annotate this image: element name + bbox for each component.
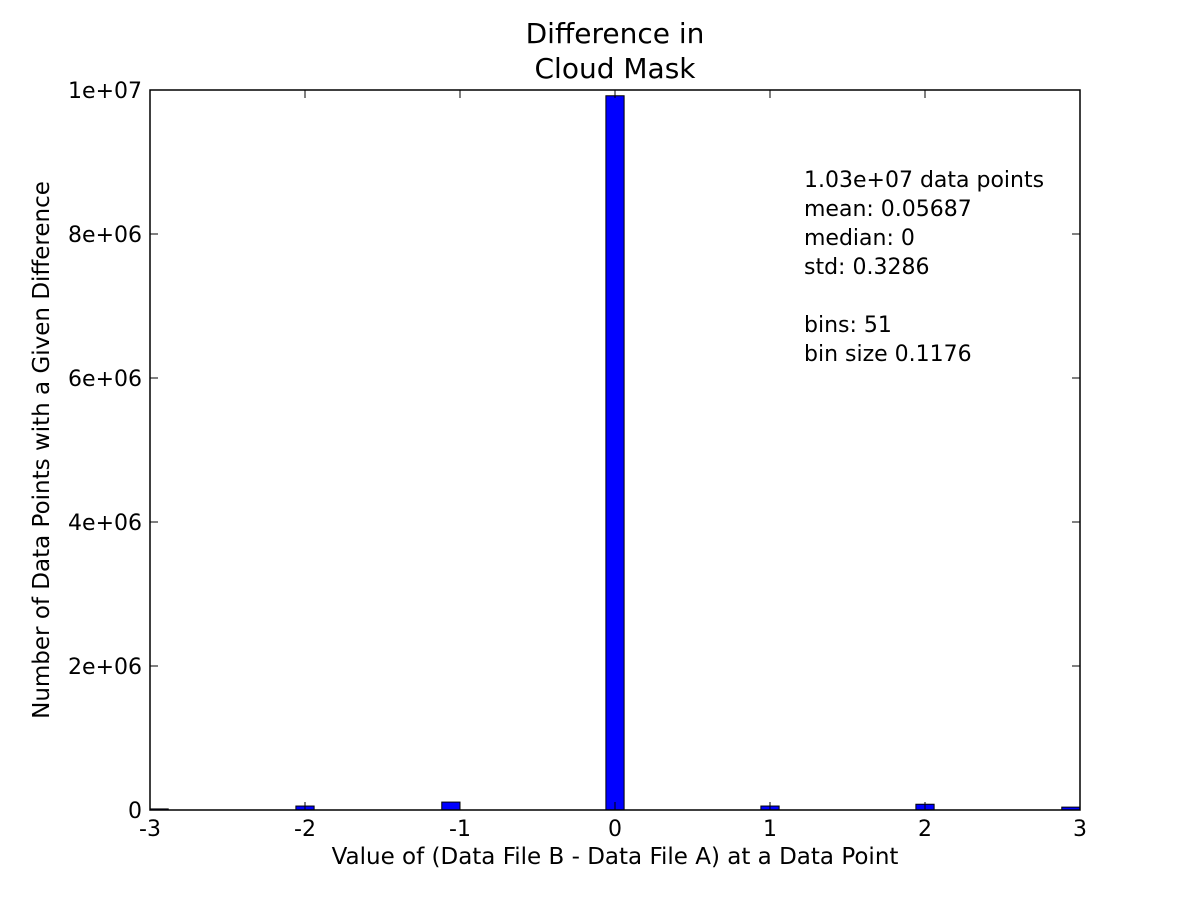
y-tick-label: 2e+06: [68, 655, 142, 680]
y-tick-label: 0: [128, 799, 142, 824]
axes-frame: [149, 89, 1081, 811]
stats-annotation-line: bin size 0.1176: [804, 342, 972, 367]
stats-annotation-line: mean: 0.05687: [804, 197, 972, 222]
stats-annotation-line: 1.03e+07 data points: [804, 168, 1044, 193]
x-tick-label: -1: [449, 817, 471, 842]
x-tick-label: -3: [139, 817, 161, 842]
chart-title-line: Cloud Mask: [535, 52, 697, 85]
stats-annotation-line: std: 0.3286: [804, 255, 929, 280]
y-tick-label: 4e+06: [68, 511, 142, 536]
stats-annotation: 1.03e+07 data points mean: 0.05687 median:…: [804, 168, 1044, 367]
y-axis-label: Number of Data Points with a Given Diffe…: [29, 181, 55, 719]
x-tick-label: 3: [1073, 817, 1087, 842]
histogram-bar: [441, 801, 461, 811]
x-tick-label: 2: [918, 817, 932, 842]
chart-title-line: Difference in: [526, 17, 705, 50]
stats-annotation-line: median: 0: [804, 226, 915, 251]
x-axis-label: Value of (Data File B - Data File A) at …: [332, 844, 899, 870]
stats-annotation-line: bins: 51: [804, 313, 892, 338]
y-tick-labels: 0 2e+06 4e+06 6e+06 8e+06 1e+07: [68, 79, 142, 824]
y-tick-label: 1e+07: [68, 79, 142, 104]
x-tick-label: -2: [294, 817, 316, 842]
histogram-bar: [605, 95, 625, 811]
x-tick-label: 1: [763, 817, 777, 842]
y-tick-label: 6e+06: [68, 367, 142, 392]
x-tick-label: 0: [608, 817, 622, 842]
x-tick-labels: -3 -2 -1 0 1 2 3: [139, 817, 1087, 842]
y-tick-label: 8e+06: [68, 223, 142, 248]
